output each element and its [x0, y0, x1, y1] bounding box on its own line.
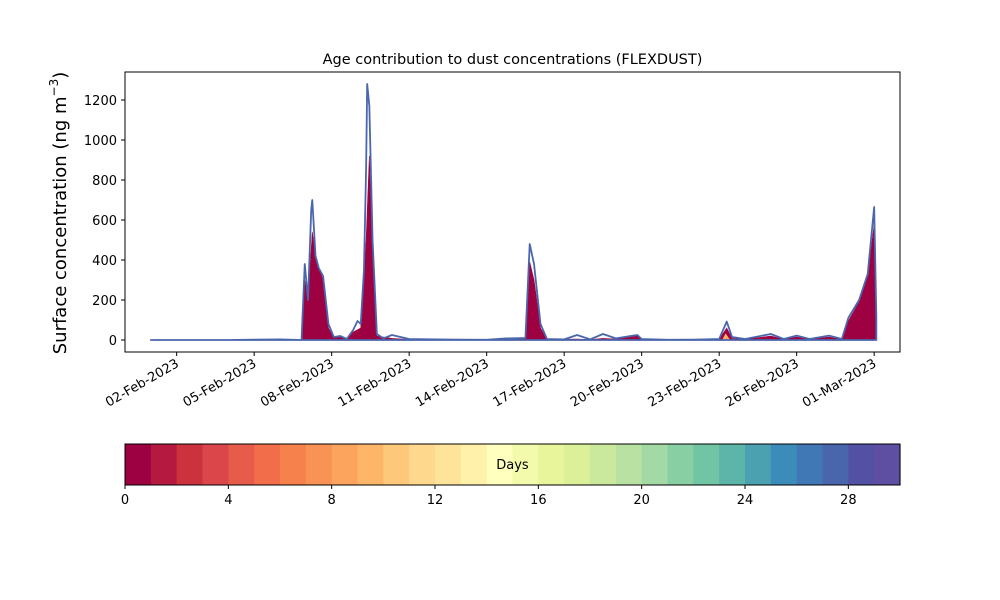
- colorbar-label: Days: [496, 458, 529, 473]
- colorbar-axis: 0 4 8 12 16 20 24 28: [121, 485, 857, 508]
- x-tick-label: 02-Feb-2023: [103, 356, 182, 410]
- colorbar-segment: [486, 444, 514, 485]
- colorbar-segment: [745, 444, 772, 485]
- x-tick-label: 08-Feb-2023: [258, 356, 337, 410]
- x-tick-label: 11-Feb-2023: [336, 356, 415, 410]
- x-tick-label: 01-Mar-2023: [800, 356, 879, 410]
- colorbar-segment: [409, 444, 436, 485]
- colorbar-tick-label: 8: [328, 493, 336, 508]
- colorbar: [125, 444, 901, 485]
- colorbar-tick-label: 20: [633, 493, 650, 508]
- colorbar-segment: [796, 444, 824, 485]
- colorbar-segment: [150, 444, 178, 485]
- y-axis-label-main: Surface concentration (ng m: [50, 96, 71, 354]
- x-tick-label: 17-Feb-2023: [491, 356, 570, 410]
- colorbar-segment: [615, 444, 643, 485]
- colorbar-tick-label: 28: [840, 493, 857, 508]
- colorbar-segment: [641, 444, 669, 485]
- colorbar-segment: [512, 444, 539, 485]
- y-axis: 0 200 400 600 800 1000 1200: [84, 94, 125, 349]
- area-series-layer: [149, 83, 878, 341]
- colorbar-segment: [719, 444, 746, 485]
- y-tick-label: 0: [109, 334, 117, 349]
- colorbar-segment: [254, 444, 281, 485]
- y-tick-label: 1000: [84, 134, 117, 149]
- colorbar-segment: [331, 444, 359, 485]
- colorbar-segment: [564, 444, 591, 485]
- y-axis-label-exponent: −3: [47, 79, 61, 97]
- y-tick-label: 1200: [84, 94, 117, 109]
- colorbar-segment: [693, 444, 720, 485]
- colorbar-segment: [202, 444, 229, 485]
- x-tick-label: 23-Feb-2023: [646, 356, 725, 410]
- y-axis-label-close: ): [50, 72, 71, 79]
- colorbar-segment: [125, 444, 152, 485]
- colorbar-segment: [383, 444, 410, 485]
- colorbar-segment: [822, 444, 849, 485]
- colorbar-segment: [538, 444, 565, 485]
- colorbar-segment: [176, 444, 204, 485]
- y-tick-label: 200: [92, 294, 117, 309]
- colorbar-frame: [124, 443, 901, 486]
- colorbar-segment: [305, 444, 333, 485]
- y-tick-label: 600: [92, 214, 117, 229]
- colorbar-segment: [770, 444, 798, 485]
- colorbar-tick-label: 12: [427, 493, 444, 508]
- colorbar-segment: [848, 444, 875, 485]
- colorbar-segment: [460, 444, 488, 485]
- chart-title: Age contribution to dust concentrations …: [323, 52, 703, 68]
- x-tick-label: 14-Feb-2023: [413, 356, 492, 410]
- y-tick-label: 800: [92, 174, 117, 189]
- y-axis-label: Surface concentration (ng m−3): [47, 72, 71, 355]
- colorbar-segment: [435, 444, 462, 485]
- colorbar-segment: [874, 444, 901, 485]
- x-axis: 02-Feb-202305-Feb-202308-Feb-202311-Feb-…: [103, 352, 879, 411]
- x-tick-label: 05-Feb-2023: [181, 356, 260, 410]
- x-tick-label: 26-Feb-2023: [723, 356, 802, 410]
- colorbar-segment: [357, 444, 384, 485]
- area-series-2: [149, 83, 878, 341]
- colorbar-segment: [228, 444, 255, 485]
- x-tick-label: 20-Feb-2023: [568, 356, 647, 410]
- colorbar-segment: [590, 444, 617, 485]
- colorbar-tick-label: 4: [224, 493, 232, 508]
- colorbar-segment: [280, 444, 307, 485]
- y-tick-label: 400: [92, 254, 117, 269]
- colorbar-tick-label: 24: [737, 493, 754, 508]
- colorbar-tick-label: 16: [530, 493, 547, 508]
- plot-frame: [124, 71, 901, 353]
- colorbar-tick-label: 0: [121, 493, 129, 508]
- colorbar-segment: [667, 444, 694, 485]
- area-series-0: [150, 155, 877, 341]
